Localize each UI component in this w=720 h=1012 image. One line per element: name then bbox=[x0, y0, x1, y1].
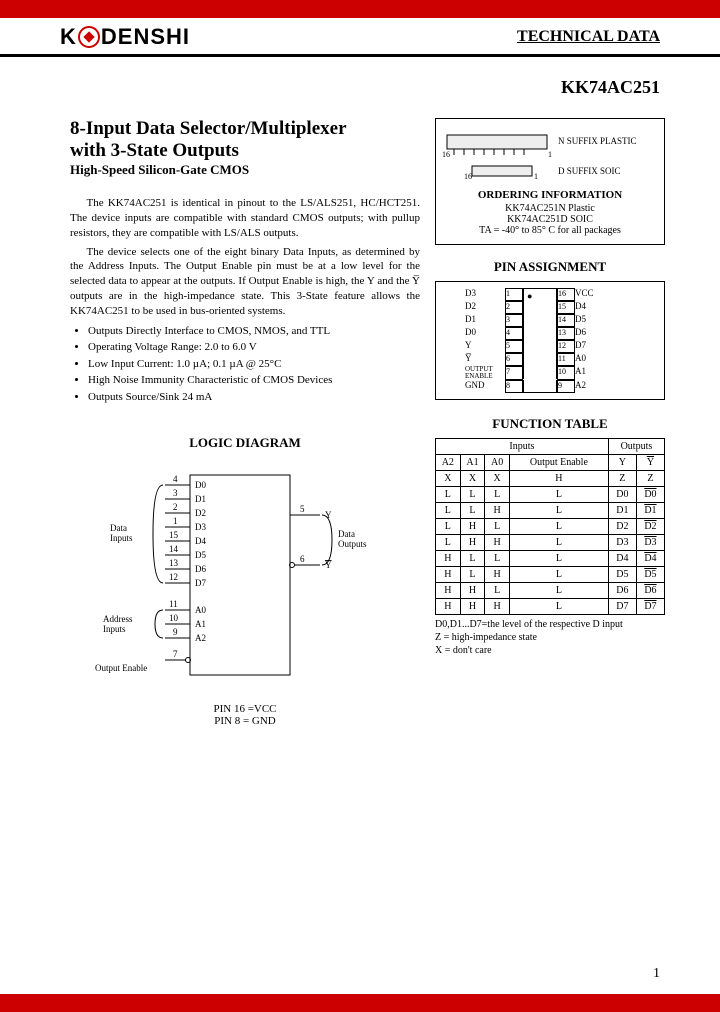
feature-item: Operating Voltage Range: 2.0 to 6.0 V bbox=[88, 339, 420, 356]
paragraph-1: The KK74AC251 is identical in pinout to … bbox=[70, 196, 420, 241]
left-column: 8-Input Data Selector/Multiplexer with 3… bbox=[70, 118, 420, 727]
svg-text:D7: D7 bbox=[195, 578, 206, 588]
dip-package-icon: 16 1 bbox=[442, 127, 552, 157]
logic-diagram-title: LOGIC DIAGRAM bbox=[70, 435, 420, 451]
svg-text:Inputs: Inputs bbox=[103, 624, 126, 634]
svg-text:D1: D1 bbox=[195, 494, 206, 504]
svg-text:D0: D0 bbox=[195, 480, 206, 490]
svg-text:A2: A2 bbox=[195, 633, 206, 643]
title-line-2: with 3-State Outputs bbox=[70, 140, 420, 162]
svg-text:11: 11 bbox=[169, 599, 178, 609]
pin-note-1: PIN 16 =VCC PIN 8 = GND bbox=[70, 703, 420, 727]
part-number: KK74AC251 bbox=[70, 77, 660, 98]
svg-text:D6: D6 bbox=[195, 564, 206, 574]
svg-text:7: 7 bbox=[173, 649, 178, 659]
feature-item: Low Input Current: 1.0 µA; 0.1 µA @ 25°C bbox=[88, 356, 420, 373]
feature-item: High Noise Immunity Characteristic of CM… bbox=[88, 372, 420, 389]
svg-text:3: 3 bbox=[173, 488, 178, 498]
two-column-layout: 8-Input Data Selector/Multiplexer with 3… bbox=[70, 118, 665, 727]
logo-text-left: K bbox=[60, 24, 77, 50]
feature-list: Outputs Directly Interface to CMOS, NMOS… bbox=[88, 323, 420, 406]
ordering-title: ORDERING INFORMATION bbox=[442, 189, 658, 201]
pin-assignment-diagram: D31●16VCC D2215D4 D1314D5 D0413D6 Y512D7… bbox=[435, 281, 665, 400]
svg-text:A0: A0 bbox=[195, 605, 206, 615]
svg-text:D5: D5 bbox=[195, 550, 206, 560]
pin-assignment-title: PIN ASSIGNMENT bbox=[435, 259, 665, 275]
svg-text:D3: D3 bbox=[195, 522, 206, 532]
svg-text:Inputs: Inputs bbox=[110, 533, 133, 543]
svg-text:Output Enable: Output Enable bbox=[95, 663, 147, 673]
svg-text:Data: Data bbox=[338, 529, 355, 539]
svg-text:Data: Data bbox=[110, 523, 127, 533]
svg-text:D2: D2 bbox=[195, 508, 206, 518]
right-column: 16 1 N SUFFIX PLASTIC 16 1 D SUFFIX SOIC O… bbox=[435, 118, 665, 727]
logic-diagram: D0 4 D1 3 D2 2 D3 1 D4 15 D5 14 D6 13 D7 12 Data… bbox=[95, 465, 395, 695]
svg-text:10: 10 bbox=[169, 613, 179, 623]
svg-text:2: 2 bbox=[173, 502, 178, 512]
logo-symbol-icon bbox=[78, 26, 100, 48]
ordering-line1: KK74AC251N Plastic bbox=[442, 203, 658, 214]
svg-text:6: 6 bbox=[300, 554, 305, 564]
function-table-title: FUNCTION TABLE bbox=[435, 416, 665, 432]
svg-text:A1: A1 bbox=[195, 619, 206, 629]
content-area: KK74AC251 8-Input Data Selector/Multiple… bbox=[0, 57, 720, 737]
soic-package-icon: 16 1 bbox=[442, 161, 552, 183]
feature-item: Outputs Directly Interface to CMOS, NMOS… bbox=[88, 323, 420, 340]
svg-text:1: 1 bbox=[548, 150, 552, 157]
svg-text:15: 15 bbox=[169, 530, 179, 540]
title-line-1: 8-Input Data Selector/Multiplexer bbox=[70, 118, 420, 140]
feature-item: Outputs Source/Sink 24 mA bbox=[88, 389, 420, 406]
pkg2-label: D SUFFIX SOIC bbox=[558, 167, 621, 177]
pkg1-label: N SUFFIX PLASTIC bbox=[558, 137, 637, 147]
svg-text:13: 13 bbox=[169, 558, 179, 568]
logo: K DENSHI bbox=[60, 24, 190, 50]
logo-text-right: DENSHI bbox=[101, 24, 190, 50]
svg-text:14: 14 bbox=[169, 544, 179, 554]
svg-text:9: 9 bbox=[173, 627, 178, 637]
svg-text:Address: Address bbox=[103, 614, 133, 624]
svg-text:5: 5 bbox=[300, 504, 305, 514]
function-table-notes: D0,D1...D7=the level of the respective D… bbox=[435, 618, 665, 657]
paragraph-2: The device selects one of the eight bina… bbox=[70, 245, 420, 319]
svg-text:1: 1 bbox=[534, 172, 538, 181]
subtitle: High-Speed Silicon-Gate CMOS bbox=[70, 162, 420, 178]
technical-data-label: TECHNICAL DATA bbox=[517, 28, 660, 46]
ordering-line2: KK74AC251D SOIC bbox=[442, 214, 658, 225]
svg-text:16: 16 bbox=[464, 172, 472, 181]
svg-text:1: 1 bbox=[173, 516, 178, 526]
svg-text:4: 4 bbox=[173, 474, 178, 484]
svg-text:Outputs: Outputs bbox=[338, 539, 367, 549]
bottom-red-band bbox=[0, 994, 720, 1012]
svg-text:16: 16 bbox=[442, 150, 450, 157]
page-number: 1 bbox=[653, 966, 660, 982]
svg-text:12: 12 bbox=[169, 572, 178, 582]
top-red-band bbox=[0, 0, 720, 18]
ordering-line3: TA = -40° to 85° C for all packages bbox=[442, 225, 658, 236]
ordering-box: 16 1 N SUFFIX PLASTIC 16 1 D SUFFIX SOIC O… bbox=[435, 118, 665, 245]
header-bar: K DENSHI TECHNICAL DATA bbox=[0, 18, 720, 57]
svg-text:D4: D4 bbox=[195, 536, 206, 546]
function-table: InputsOutputs A2A1A0Output EnableYY̅ XXX… bbox=[435, 438, 665, 615]
